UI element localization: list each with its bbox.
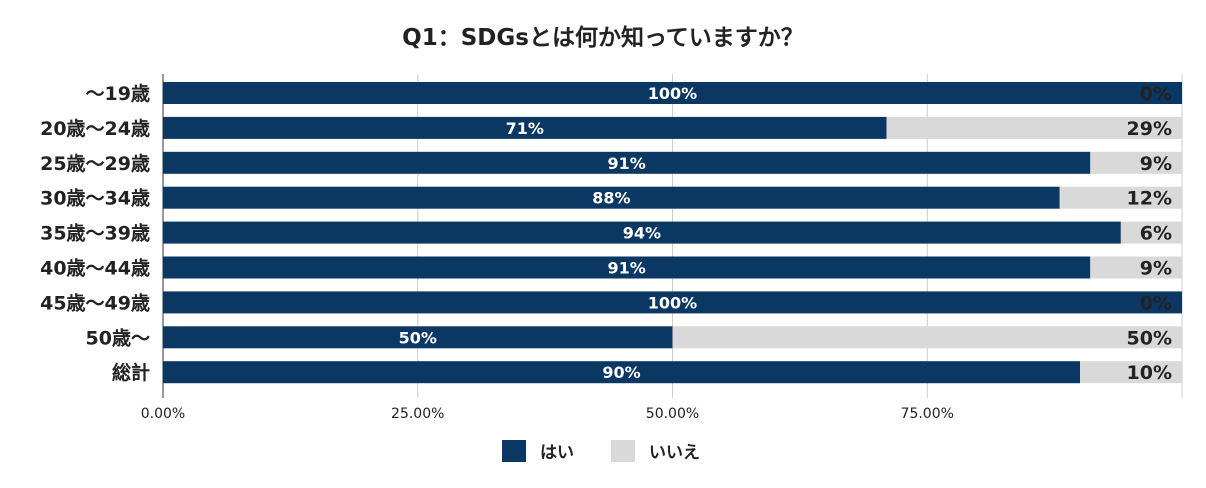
legend-swatch-yes <box>502 439 526 462</box>
category-label: 総計 <box>112 361 150 384</box>
bar-no <box>1090 151 1182 174</box>
bar-yes <box>163 221 1121 244</box>
data-label-no: 0% <box>1140 292 1172 314</box>
data-label-yes: 71% <box>506 119 544 138</box>
category-label: 40歳～44歳 <box>40 258 150 280</box>
x-tick-label: 0.00% <box>141 406 185 422</box>
category-label: 50歳～ <box>86 327 150 349</box>
data-label-no: 12% <box>1127 188 1172 210</box>
bar-yes <box>163 361 1081 384</box>
category-label: 45歳～49歳 <box>40 292 150 314</box>
category-label: 30歳～34歳 <box>40 188 150 210</box>
x-tick-label: 25.00% <box>391 406 444 422</box>
bar-no <box>672 326 1182 349</box>
data-label-no: 50% <box>1127 327 1172 349</box>
legend-item-no: いいえ <box>611 438 700 463</box>
bar-yes <box>163 186 1060 209</box>
data-label-no: 0% <box>1140 83 1172 105</box>
bar-no <box>1120 221 1182 244</box>
data-label-yes: 100% <box>648 84 697 103</box>
bar-no <box>886 116 1182 139</box>
data-label-no: 29% <box>1127 118 1172 140</box>
bar-yes <box>163 256 1091 279</box>
x-tick-label: 50.00% <box>646 406 699 422</box>
data-label-yes: 50% <box>399 328 437 347</box>
bar-yes <box>163 326 673 349</box>
category-label: ～19歳 <box>86 83 150 105</box>
bar-yes <box>163 291 1182 314</box>
data-label-no: 9% <box>1140 258 1172 280</box>
data-label-no: 9% <box>1140 153 1172 175</box>
data-label-no: 6% <box>1140 223 1172 245</box>
data-label-yes: 94% <box>623 224 661 243</box>
legend-item-yes: はい <box>502 438 574 463</box>
bar-no <box>1090 256 1182 279</box>
data-label-yes: 90% <box>602 363 640 382</box>
bar-yes <box>163 151 1091 174</box>
data-label-yes: 91% <box>607 154 645 173</box>
legend-label-no: いいえ <box>649 443 700 463</box>
x-tick-label: 75.00% <box>901 406 954 422</box>
data-label-yes: 100% <box>648 293 697 312</box>
data-label-no: 10% <box>1127 362 1172 384</box>
data-label-yes: 91% <box>607 259 645 278</box>
bar-no <box>1080 361 1182 384</box>
category-label: 35歳～39歳 <box>40 223 150 245</box>
bar-no <box>1059 186 1182 209</box>
chart-title: Q1：SDGsとは何か知っていますか？ <box>402 25 804 51</box>
data-label-yes: 88% <box>592 189 630 208</box>
legend-label-yes: はい <box>540 443 574 463</box>
bar-yes <box>163 116 887 139</box>
category-label: 20歳～24歳 <box>40 118 150 140</box>
category-label: 25歳～29歳 <box>40 153 150 175</box>
legend-swatch-no <box>611 439 635 462</box>
bar-yes <box>163 82 1182 104</box>
